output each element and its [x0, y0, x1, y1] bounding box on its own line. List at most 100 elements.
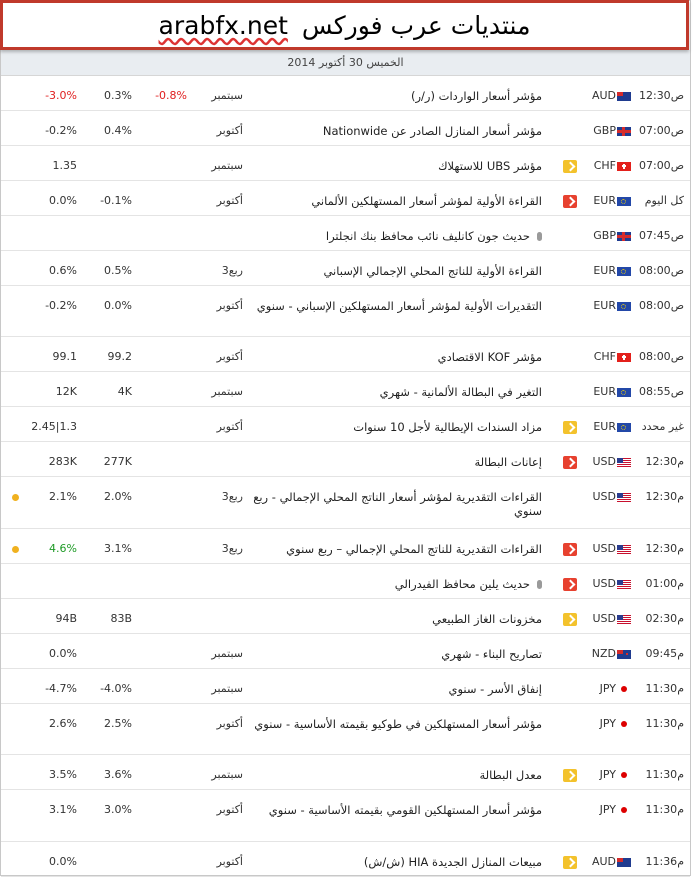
forecast-value: 277K [103, 455, 132, 468]
calendar-row[interactable]: 11:30م JPY إنفاق الأسر - سنوي سبتمبر -4.0% -4… [1, 669, 690, 704]
forecast-value: 99.2 [107, 350, 133, 363]
event-name[interactable]: القراءات التقديرية لمؤشر أسعار الناتج ال… [242, 490, 542, 518]
event-name[interactable]: مخزونات الغاز الطبيعي [242, 612, 542, 626]
eu-flag-icon [617, 388, 631, 397]
calendar-row[interactable]: 12:30م USD القراءات التقديرية لمؤشر أسعار … [1, 477, 690, 529]
event-period: أكتوبر [216, 299, 243, 312]
calendar-row[interactable]: 11:30م JPY مؤشر أسعار المستهلكين القومي بق… [1, 790, 690, 842]
event-period: أكتوبر [216, 803, 243, 816]
event-time: 02:30م [645, 612, 684, 625]
gb-flag-icon [617, 127, 631, 136]
importance-high-icon [563, 195, 577, 208]
banner-title: منتديات عرب فوركس [301, 10, 531, 40]
event-period: أكتوبر [216, 194, 243, 207]
actual-value: 1.35 [52, 159, 78, 172]
event-name[interactable]: مؤشر أسعار المستهلكين في طوكيو بقيمته ال… [242, 717, 542, 731]
event-name[interactable]: القراءة الأولية لمؤشر أسعار المستهلكين ا… [242, 194, 542, 208]
event-name[interactable]: مبيعات المنازل الجديدة HIA (ش/ش) [242, 855, 542, 869]
event-name[interactable]: حديث جون كانليف نائب محافظ بنك انجلترا [242, 229, 542, 243]
forecast-value: -4.0% [100, 682, 132, 695]
banner-site[interactable]: arabfx.net [158, 10, 288, 40]
calendar-row[interactable]: 07:00ص CHF مؤشر UBS للاستهلاك سبتمبر 1.35 [1, 146, 690, 181]
importance-high-icon [563, 543, 577, 556]
event-name[interactable]: القراءة الأولية للناتج المحلي الإجمالي ا… [242, 264, 542, 278]
event-name-text: القراءات التقديرية لمؤشر أسعار الناتج ال… [253, 490, 542, 518]
forecast-value: 4K [117, 385, 132, 398]
currency-code: USD [592, 455, 616, 468]
event-name[interactable]: تصاريح البناء - شهري [242, 647, 542, 661]
event-time: 12:30م [645, 490, 684, 503]
currency-code: EUR [593, 420, 616, 433]
importance-high-icon [563, 456, 577, 469]
calendar-row[interactable]: 12:30م USD القراءات التقديرية للناتج المحل… [1, 529, 690, 564]
event-name[interactable]: التقديرات الأولية لمؤشر أسعار المستهلكين… [242, 299, 542, 313]
event-time: 11:30م [645, 682, 684, 695]
event-name-text: مؤشر أسعار الواردات (ر/ر) [411, 89, 542, 103]
calendar-row[interactable]: 12:30ص AUD مؤشر أسعار الواردات (ر/ر) سبتمبر… [1, 76, 690, 111]
nz-flag-icon [617, 650, 631, 659]
importance-medium-icon [563, 718, 577, 731]
importance-medium-icon [563, 265, 577, 278]
importance-high-icon [563, 578, 577, 591]
calendar-row[interactable]: 07:45ص GBP حديث جون كانليف نائب محافظ بنك … [1, 216, 690, 251]
calendar-row[interactable]: 11:30م JPY مؤشر أسعار المستهلكين في طوكيو … [1, 704, 690, 755]
currency-code: GBP [593, 124, 616, 137]
calendar-row[interactable]: 11:36م AUD مبيعات المنازل الجديدة HIA (ش/ش… [1, 842, 690, 877]
currency-code: JPY [599, 682, 616, 695]
importance-medium-icon [563, 386, 577, 399]
currency-code: JPY [599, 717, 616, 730]
forecast-value: 3.0% [104, 803, 132, 816]
currency-code: AUD [591, 855, 616, 868]
event-name[interactable]: حديث يلين محافظ الفيدرالي [242, 577, 542, 591]
ch-flag-icon [617, 353, 631, 362]
forecast-value: 0.3% [104, 89, 132, 102]
importance-medium-icon [563, 90, 577, 103]
calendar-row[interactable]: 01:00م USD حديث يلين محافظ الفيدرالي [1, 564, 690, 599]
calendar-row[interactable]: 08:00ص EUR القراءة الأولية للناتج المحلي ا… [1, 251, 690, 286]
event-name[interactable]: إنفاق الأسر - سنوي [242, 682, 542, 696]
currency-code: EUR [593, 264, 616, 277]
event-name[interactable]: مؤشر UBS للاستهلاك [242, 159, 542, 173]
calendar-row[interactable]: كل اليوم EUR القراءة الأولية لمؤشر أسعار ا… [1, 181, 690, 216]
event-time: كل اليوم [644, 194, 684, 207]
jp-flag-icon [617, 720, 631, 729]
actual-value: 0.6% [49, 264, 77, 277]
event-name[interactable]: إعانات البطالة [242, 455, 542, 469]
event-name[interactable]: مؤشر أسعار المنازل الصادر عن Nationwide [242, 124, 542, 138]
calendar-row[interactable]: 08:55ص EUR التغير في البطالة الألمانية - ش… [1, 372, 690, 407]
event-name[interactable]: معدل البطالة [242, 768, 542, 782]
event-period: سبتمبر [211, 768, 243, 781]
event-period: ربع3 [221, 264, 243, 277]
event-name[interactable]: القراءات التقديرية للناتج المحلي الإجمال… [242, 542, 542, 556]
calendar-row[interactable]: 09:45م NZD تصاريح البناء - شهري سبتمبر 0.0% [1, 634, 690, 669]
calendar-row[interactable]: 07:00ص GBP مؤشر أسعار المنازل الصادر عن Na… [1, 111, 690, 146]
calendar-row[interactable]: 12:30م USD إعانات البطالة 277K 283K [1, 442, 690, 477]
importance-low-icon [563, 613, 577, 626]
importance-medium-icon [563, 351, 577, 364]
event-time: 07:45ص [638, 229, 684, 242]
event-name-text: التغير في البطالة الألمانية - شهري [379, 385, 542, 399]
forecast-value: 0.4% [104, 124, 132, 137]
currency-code: USD [592, 490, 616, 503]
event-time: 01:00م [645, 577, 684, 590]
jp-flag-icon [617, 806, 631, 815]
calendar-row[interactable]: غير محدد EUR مزاد السندات الإيطالية لأجل 1… [1, 407, 690, 442]
calendar-row[interactable]: 02:30م USD مخزونات الغاز الطبيعي 83B 94B [1, 599, 690, 634]
event-name-text: تصاريح البناء - شهري [441, 647, 542, 661]
actual-value: 99.1 [52, 350, 78, 363]
event-name[interactable]: مؤشر أسعار الواردات (ر/ر) [242, 89, 542, 103]
actual-value: -0.2% [45, 124, 77, 137]
event-name[interactable]: التغير في البطالة الألمانية - شهري [242, 385, 542, 399]
importance-low-icon [563, 769, 577, 782]
event-name[interactable]: مزاد السندات الإيطالية لأجل 10 سنوات [242, 420, 542, 434]
calendar-row[interactable]: 08:00ص EUR التقديرات الأولية لمؤشر أسعار ا… [1, 286, 690, 337]
currency-code: CHF [593, 159, 616, 172]
importance-medium-icon [563, 300, 577, 313]
importance-medium-icon [563, 648, 577, 661]
calendar-row[interactable]: 11:30م JPY معدل البطالة سبتمبر 3.6% 3.5% [1, 755, 690, 790]
event-name[interactable]: مؤشر أسعار المستهلكين القومي بقيمته الأس… [242, 803, 542, 817]
event-period: أكتوبر [216, 717, 243, 730]
calendar-row[interactable]: 08:00ص CHF مؤشر KOF الاقتصادي أكتوبر 99.2 99.… [1, 337, 690, 372]
actual-value: 94B [55, 612, 77, 625]
event-name[interactable]: مؤشر KOF الاقتصادي [242, 350, 542, 364]
